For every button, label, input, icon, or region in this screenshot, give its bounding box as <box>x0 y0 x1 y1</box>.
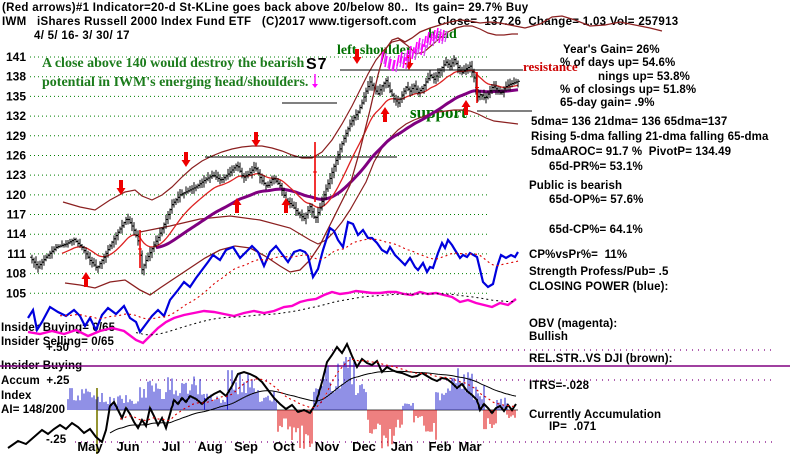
stat-cp-vs-pr: CP%vsPr%= 11% <box>529 249 628 261</box>
svg-text:Jul: Jul <box>162 439 181 454</box>
label-closing-power: CLOSING POWER (blue): <box>529 281 669 293</box>
stat-dma-trend: Rising 5-dma falling 21-dma falling 65-d… <box>531 131 769 143</box>
stat-aroc-pivot: 5dmaAROC= 91.7 % PivotP= 134.49 <box>531 146 732 158</box>
stat-years-gain: Year's Gain= 26% <box>563 44 660 56</box>
stat-public: Public is bearish <box>529 180 623 192</box>
svg-text:114: 114 <box>7 227 27 241</box>
svg-text:126: 126 <box>6 148 26 162</box>
svg-text:138: 138 <box>6 70 26 84</box>
stat-65d-pr: 65d-PR%= 53.1% <box>549 161 643 173</box>
stat-65day-gain: 65-day gain= .9% <box>560 97 655 109</box>
svg-text:Feb: Feb <box>428 439 451 454</box>
svg-text:129: 129 <box>6 129 26 143</box>
svg-text:135: 135 <box>6 89 26 103</box>
annotation-head: head <box>428 27 457 42</box>
svg-text:Oct: Oct <box>273 439 295 454</box>
header-symbol-line: IWM iShares Russell 2000 Index Fund ETF … <box>2 16 679 28</box>
label-relstr: REL.STR..VS DJI (brown): <box>529 353 673 365</box>
svg-text:Jun: Jun <box>116 439 139 454</box>
svg-text:Mar: Mar <box>458 439 481 454</box>
stat-65d-op: 65d-OP%= 57.6% <box>549 194 644 206</box>
svg-text:Nov: Nov <box>315 439 340 454</box>
label-accum-plus-25: Accum +.25 <box>1 375 70 387</box>
annotation-s7: S7 <box>306 56 328 73</box>
svg-text:141: 141 <box>6 50 26 64</box>
annotation-note: A close above 140 would destroy the bear… <box>42 56 309 90</box>
label-ai-ratio: AI= 148/200 <box>1 404 66 416</box>
stat-closings-up: % of closings up= 51.8% <box>560 84 697 96</box>
label-index: Index <box>1 390 32 402</box>
header-indicator-line: (Red arrows)#1 Indicator=20-d St-KLine g… <box>2 2 529 14</box>
label-obv-bullish: Bullish <box>529 331 569 343</box>
stat-openings-up: nings up= 53.8% <box>598 71 690 83</box>
svg-text:123: 123 <box>6 168 26 182</box>
label-obv: OBV (magenta): <box>529 318 618 330</box>
label-minus-25: -.25 <box>46 434 67 446</box>
annotation-left-shoulder: left shoulder <box>337 43 413 58</box>
stat-strength: Strength Profess/Pub= .5 <box>529 266 669 278</box>
stat-days-up: % of days up= 54.6% <box>560 57 676 69</box>
annotation-support: support <box>410 103 467 122</box>
svg-text:111: 111 <box>7 247 26 261</box>
svg-text:Jan: Jan <box>391 439 413 454</box>
svg-text:108: 108 <box>6 267 26 281</box>
svg-text:Aug: Aug <box>197 439 222 454</box>
svg-text:Dec: Dec <box>352 439 376 454</box>
stat-ip: IP= .071 <box>549 421 597 433</box>
svg-text:120: 120 <box>6 188 26 202</box>
svg-text:Sep: Sep <box>234 439 258 454</box>
stat-currently: Currently Accumulation <box>529 409 662 421</box>
svg-text:132: 132 <box>6 109 26 123</box>
svg-text:May: May <box>77 439 103 454</box>
svg-text:117: 117 <box>7 208 27 222</box>
svg-text:105: 105 <box>6 286 26 300</box>
header-date-range: 4/ 5/ 16- 3/ 30/ 17 <box>34 30 130 42</box>
stat-65d-cp: 65d-CP%= 64.1% <box>549 224 643 236</box>
stat-dmas: 5dma= 136 21dma= 136 65dma=137 <box>531 116 728 128</box>
label-insider-buying-2: Insider Buying <box>1 360 83 372</box>
label-plus-50: +.50 <box>46 342 70 354</box>
label-insider-buying: Insider Buying= 0/65 <box>1 322 116 334</box>
stat-itrs: ITRS=-.028 <box>529 380 590 392</box>
